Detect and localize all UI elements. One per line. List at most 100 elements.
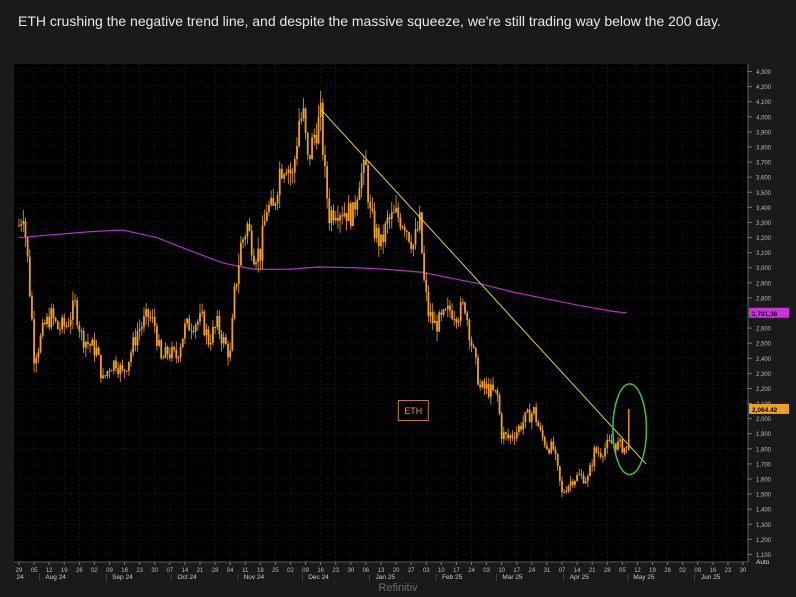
last-value-tag: 2,064.42 — [752, 407, 778, 414]
candle-body — [354, 202, 357, 210]
x-tick-label: 12 — [46, 568, 53, 574]
x-tick-label: 20 — [393, 568, 400, 574]
candle-body — [199, 313, 201, 322]
candle-body — [186, 318, 188, 324]
x-tick-label: 19 — [649, 568, 656, 574]
x-tick-label: 28 — [212, 568, 219, 574]
candle-body — [240, 242, 242, 266]
candle-body — [261, 225, 264, 261]
y-tick-label: 3,100 — [756, 251, 772, 257]
candle-body — [393, 212, 395, 214]
source-label: Refinitiv — [378, 582, 418, 594]
candle-body — [190, 330, 193, 332]
price-candles — [18, 102, 628, 494]
x-tick-label: 13 — [378, 568, 385, 574]
candle-body — [28, 256, 31, 297]
y-tick-label: 2,800 — [756, 296, 772, 302]
candle-body — [446, 305, 449, 310]
candle-body — [212, 326, 214, 343]
candle-body — [541, 429, 544, 438]
candle-body — [438, 312, 441, 332]
x-tick-label: 19 — [61, 568, 68, 574]
candle-body — [334, 217, 337, 221]
x-tick-label: 28 — [604, 568, 611, 574]
candle-body — [222, 337, 225, 344]
y-tick-label: 3,300 — [756, 221, 772, 227]
candle-body — [390, 212, 393, 220]
candle-body — [453, 318, 456, 320]
candle-body — [580, 474, 583, 476]
candle-body — [237, 265, 240, 284]
y-axis-auto-label: Auto — [756, 559, 770, 566]
candle-body — [533, 407, 535, 414]
candle-body — [65, 325, 68, 327]
x-tick-label: 21 — [197, 568, 204, 574]
x-tick-label: 06 — [363, 568, 370, 574]
y-tick-label: 1,100 — [756, 553, 772, 559]
candle-body — [250, 230, 253, 256]
candle-body — [35, 357, 38, 364]
candle-body — [145, 309, 148, 317]
x-tick-label: 16 — [317, 568, 324, 574]
x-month-label: Nov 24 — [244, 574, 265, 581]
candle-body — [507, 434, 510, 439]
candle-body — [287, 169, 290, 173]
candle-body — [121, 365, 124, 370]
y-tick-label: 4,300 — [756, 70, 772, 76]
y-tick-label: 4,200 — [756, 85, 772, 91]
candle-body — [347, 203, 350, 221]
y-tick-label: 2,200 — [756, 387, 772, 393]
candle-body — [255, 262, 257, 265]
highlight-ellipse — [612, 383, 648, 476]
candle-body — [125, 370, 128, 372]
candle-body — [343, 213, 346, 217]
candle-body — [328, 198, 331, 224]
candle-body — [410, 241, 413, 250]
candle-body — [130, 352, 132, 362]
x-month-label: Mar 25 — [502, 574, 523, 581]
candle-body — [337, 217, 339, 221]
x-month-label: Aug 24 — [45, 574, 66, 581]
candle-body — [54, 317, 57, 322]
candle-body — [147, 309, 150, 318]
candle-body — [304, 108, 307, 133]
candle-body — [339, 215, 341, 221]
candle-body — [621, 439, 624, 453]
x-month-label: Sep 24 — [112, 574, 133, 581]
candle-body — [244, 236, 247, 240]
candle-body — [78, 325, 81, 332]
candle-body — [80, 331, 83, 333]
candle-body — [408, 232, 410, 242]
candle-body — [315, 135, 318, 144]
x-tick-label: 21 — [589, 568, 596, 574]
x-axis: 29 05 12 19 26 02 09 16 23 30 07 14 21 28 04 11 18 25 02 09… — [14, 561, 748, 581]
y-tick-label: 3,500 — [756, 191, 772, 197]
y-axis: 1,100 1,200 1,300 1,400 1,500 1,600 1,700 1,800… — [747, 64, 789, 566]
candle-body — [311, 137, 313, 160]
candle-body — [74, 300, 76, 302]
candle-body — [46, 316, 48, 325]
x-tick-label: 05 — [31, 568, 38, 574]
x-tick-label: 23 — [136, 568, 143, 574]
candle-body — [56, 321, 59, 330]
candle-body — [20, 224, 23, 226]
candle-body — [194, 324, 197, 332]
candle-body — [546, 445, 548, 450]
candle-body — [177, 357, 180, 359]
candle-body — [436, 321, 438, 332]
candle-body — [561, 480, 563, 493]
candle-body — [524, 412, 527, 423]
y-tick-label: 1,300 — [756, 523, 772, 529]
candle-body — [483, 381, 486, 389]
candle-body — [134, 337, 137, 346]
candle-body — [132, 337, 135, 353]
candle-body — [496, 390, 499, 395]
candle-body — [511, 435, 514, 438]
candle-body — [487, 384, 490, 397]
candle-body — [418, 212, 421, 230]
x-tick-label: 26 — [76, 568, 83, 574]
x-tick-label: 09 — [302, 568, 309, 574]
x-tick-label: 05 — [619, 568, 626, 574]
candle-body — [586, 476, 589, 482]
candle-body — [520, 425, 522, 430]
